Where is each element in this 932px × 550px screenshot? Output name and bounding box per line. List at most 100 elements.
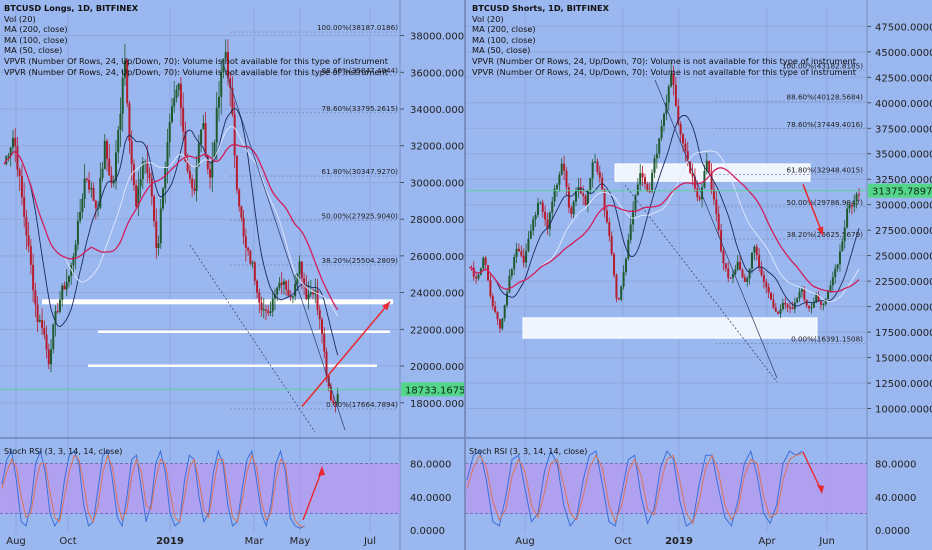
shorts-projection-arrow <box>802 184 824 236</box>
shorts-candle-body <box>610 235 613 255</box>
shorts-candle-body <box>520 251 523 256</box>
longs-candle-body <box>135 185 138 207</box>
longs-candle-body <box>240 206 243 218</box>
shorts-candle-body <box>551 201 554 213</box>
longs-trendline-lower <box>189 244 316 433</box>
longs-candle-body <box>195 165 198 191</box>
longs-x-tick-label: 2019 <box>156 536 184 547</box>
longs-candle-body <box>312 292 315 295</box>
longs-rsi-tick-label: 40.0000 <box>410 493 451 504</box>
longs-candle-body <box>85 178 88 180</box>
shorts-candle-body <box>648 191 651 193</box>
longs-x-tick-label: Jul <box>363 536 376 547</box>
longs-candle-body <box>56 311 59 313</box>
longs-candle-body <box>278 282 281 288</box>
longs-candle-body <box>267 310 270 314</box>
shorts-candle-body <box>848 205 851 209</box>
longs-candle-body <box>52 324 55 350</box>
longs-candle-body <box>318 309 321 320</box>
shorts-candle-body <box>817 294 820 302</box>
shorts-candle-body <box>781 302 784 310</box>
longs-y-tick-label: 36000.0000 <box>410 68 465 79</box>
longs-candle-body <box>202 123 205 130</box>
longs-rsi-arrow <box>302 469 323 521</box>
shorts-candle-body <box>746 278 749 283</box>
shorts-last-price-tag <box>868 183 932 198</box>
shorts-candle-body <box>496 312 499 320</box>
longs-candle-body <box>197 143 200 166</box>
shorts-candle-body <box>544 211 547 220</box>
longs-candle-body <box>235 155 238 190</box>
shorts-candle-body <box>693 176 696 189</box>
shorts-candle-body <box>651 172 654 192</box>
shorts-indicator-ma100: MA (100, close) <box>472 34 536 45</box>
shorts-chart-title: BTCUSD Shorts, 1D, BITFINEX <box>472 3 609 13</box>
shorts-zone-1 <box>522 317 818 339</box>
shorts-y-tick-label: 45000.0000 <box>875 48 932 59</box>
shorts-candle-body <box>712 189 715 200</box>
shorts-candle-body <box>822 304 825 306</box>
longs-y-tick-label: 22000.0000 <box>410 325 465 336</box>
shorts-candle-body <box>475 276 478 279</box>
longs-x-tick-label: Oct <box>59 536 76 547</box>
shorts-candle-body <box>710 172 713 190</box>
shorts-candle-body <box>796 298 799 303</box>
longs-candle-body <box>29 246 32 265</box>
shorts-candle-body <box>567 187 570 208</box>
shorts-y-tick-label: 12500.0000 <box>875 379 932 390</box>
shorts-candle-body <box>603 189 606 211</box>
shorts-candle-body <box>679 124 682 135</box>
longs-candle-body <box>262 309 265 311</box>
longs-candle-body <box>209 169 212 178</box>
longs-fib-label-2: 78.60%(33795.2615) <box>322 104 399 113</box>
longs-candle-body <box>170 106 173 123</box>
longs-projection-arrow <box>301 301 391 407</box>
longs-rsi-label: Stoch RSI (3, 3, 14, 14, close) <box>4 447 122 456</box>
shorts-candle-body <box>836 264 839 269</box>
longs-candle-body <box>231 87 234 115</box>
longs-candle-body <box>99 177 102 208</box>
shorts-candle-body <box>620 286 623 300</box>
shorts-candle-body <box>570 207 573 215</box>
longs-y-tick-label: 34000.0000 <box>410 105 465 116</box>
shorts-last-price-label: 31375.7897 <box>872 187 932 198</box>
longs-y-tick-label: 18000.0000 <box>410 399 465 410</box>
longs-candle-body <box>128 103 131 141</box>
shorts-candle-body <box>753 246 756 253</box>
shorts-candle-body <box>605 210 608 223</box>
shorts-candle-body <box>615 275 618 299</box>
shorts-rsi-arrowhead <box>817 485 824 494</box>
shorts-candle-body <box>584 195 587 206</box>
shorts-candle-body <box>646 184 649 192</box>
longs-candle-body <box>242 217 245 237</box>
shorts-indicator-vol: Vol (20) <box>472 13 504 24</box>
shorts-ma-200-line <box>468 167 860 293</box>
longs-candle-body <box>166 142 169 168</box>
shorts-candle-body <box>472 267 475 277</box>
shorts-rsi-tick-label: 40.0000 <box>875 493 916 504</box>
longs-fib-label-3: 61.80%(30347.9270) <box>322 167 399 176</box>
shorts-candle-body <box>748 268 751 279</box>
longs-candle-body <box>300 261 303 279</box>
longs-candle-body <box>153 196 156 222</box>
longs-x-tick-label: May <box>290 536 311 547</box>
shorts-rsi-tick-label: 0.0000 <box>875 526 910 537</box>
longs-y-tick-label: 38000.0000 <box>410 32 465 43</box>
longs-candle-body <box>70 265 73 276</box>
longs-candle-body <box>296 273 299 284</box>
shorts-chart-panel[interactable]: 100.00%(43182.8185) 88.60%(40128.5684) 78.… <box>465 0 932 550</box>
longs-candle-body <box>121 77 124 114</box>
shorts-candle-body <box>586 189 589 206</box>
shorts-candle-body <box>829 285 832 292</box>
shorts-trendline-lower <box>624 184 778 383</box>
longs-candle-body <box>287 289 290 296</box>
shorts-candle-body <box>846 208 849 228</box>
longs-chart-title: BTCUSD Longs, 1D, BITFINEX <box>4 3 139 13</box>
shorts-fib-label-5: 38.20%(26625.5679) <box>787 230 864 239</box>
shorts-candle-body <box>624 258 627 273</box>
longs-fib-label-5: 38.20%(25504.2809) <box>322 256 399 265</box>
longs-y-tick-label: 24000.0000 <box>410 289 465 300</box>
longs-chart-panel[interactable]: 100.00%(38187.0186) 88.60%(35847.4844) 78.… <box>0 0 465 550</box>
longs-candle-body <box>130 140 133 165</box>
longs-candle-body <box>280 282 283 285</box>
